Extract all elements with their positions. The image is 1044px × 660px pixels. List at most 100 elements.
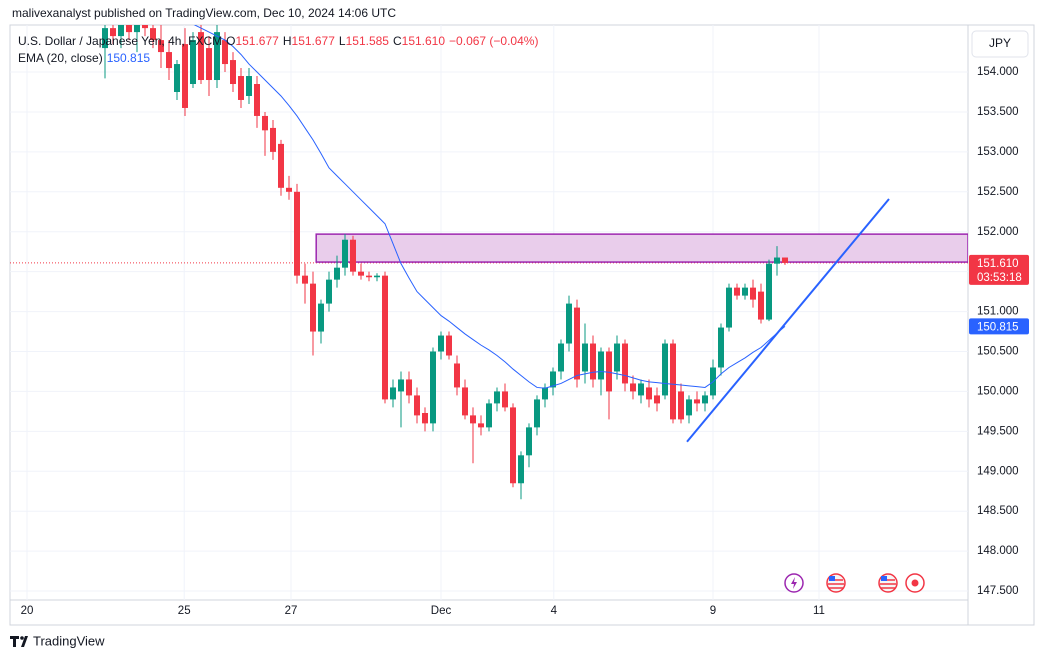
candle-body <box>182 44 188 108</box>
candle-body <box>478 423 484 428</box>
candle-body <box>222 40 228 65</box>
candle-body <box>782 257 788 263</box>
trendline <box>686 198 890 443</box>
candle-body <box>206 48 212 81</box>
candle-body <box>494 391 500 404</box>
candle-body <box>294 191 300 276</box>
candle-body <box>606 351 612 392</box>
currency: JPY <box>989 36 1011 50</box>
candle-body <box>526 427 532 456</box>
candle-body <box>406 379 412 396</box>
currency-button[interactable] <box>971 30 1029 58</box>
ohlc-key: C <box>393 34 402 48</box>
candle-body <box>662 343 668 396</box>
candle-body <box>254 84 260 116</box>
candle-body <box>230 60 236 85</box>
candle-body <box>702 395 708 404</box>
candle-body <box>246 76 252 96</box>
candle-body <box>558 343 564 372</box>
candle-body <box>214 32 220 81</box>
legend-line: EMA (20, close) 150.815 <box>18 51 150 65</box>
candle-body <box>750 287 756 300</box>
candle-body <box>718 327 724 368</box>
candle-body <box>134 25 140 33</box>
candle-body <box>638 383 644 396</box>
candle-body <box>278 143 284 188</box>
candle-body <box>774 257 780 264</box>
ohlc-value: 151.677 <box>292 34 336 48</box>
candle-body <box>102 28 108 49</box>
candle-body <box>510 407 516 484</box>
candle-body <box>534 399 540 428</box>
change: −0.067 (−0.04%) <box>449 34 538 48</box>
price-tag <box>969 254 1029 285</box>
ohlc-key: O <box>226 34 235 48</box>
candle-body <box>542 387 548 400</box>
candle-body <box>598 351 604 380</box>
y-tick-label: 148.000 <box>977 545 1019 557</box>
candle-body <box>118 25 124 37</box>
y-tick-label: 153.000 <box>977 146 1019 158</box>
event-icons <box>784 573 925 593</box>
candle-body <box>654 395 660 404</box>
candle-body <box>694 399 700 404</box>
candle-body <box>350 239 356 272</box>
candle-body <box>374 275 380 278</box>
candle-body <box>270 127 276 152</box>
candle-body <box>262 115 268 131</box>
logo <box>10 636 28 647</box>
grid <box>10 25 968 600</box>
frame <box>9 24 1035 626</box>
candle-body <box>390 387 396 400</box>
candle-body <box>614 343 620 372</box>
candle-body <box>686 399 692 416</box>
header: malivexanalyst published on TradingView.… <box>12 6 396 20</box>
ema-name: EMA (20, close) <box>18 51 103 65</box>
y-tick-label: 148.500 <box>977 505 1019 517</box>
ohlc-value: 151.677 <box>235 34 279 48</box>
candle-body <box>126 25 132 33</box>
ohlc-key: H <box>283 34 292 48</box>
ema-value: 150.815 <box>107 51 151 65</box>
candle-body <box>158 40 164 53</box>
candle-body <box>518 455 524 484</box>
candle-body <box>142 25 148 29</box>
price-tag-label: 151.610 <box>977 258 1019 270</box>
ema-tag <box>969 318 1029 335</box>
resistance-zone <box>315 233 968 263</box>
y-tick-label: 150.500 <box>977 346 1019 358</box>
candle-body <box>670 343 676 420</box>
footer: TradingView <box>33 633 105 648</box>
candle-body <box>438 335 444 352</box>
candle-body <box>502 391 508 408</box>
legend-line: U.S. Dollar / Japanese Yen, 4h, FXCM O151… <box>18 34 538 48</box>
candle-body <box>726 287 732 328</box>
candle-body <box>622 343 628 384</box>
candle-body <box>446 335 452 356</box>
ema-tag-label: 150.815 <box>977 321 1019 333</box>
y-tick-label: 151.000 <box>977 306 1019 318</box>
candle-body <box>326 279 332 304</box>
candle-body <box>486 403 492 428</box>
y-tick-label: 154.000 <box>977 66 1019 78</box>
y-tick-label: 149.000 <box>977 465 1019 477</box>
candle-body <box>470 415 476 424</box>
x-tick-label: 11 <box>813 605 825 617</box>
candle-body <box>422 412 428 424</box>
candle-body <box>302 275 308 284</box>
candle-body <box>566 303 572 344</box>
candle-body <box>766 263 772 320</box>
x-tick-label: 9 <box>710 605 716 617</box>
candle-body <box>166 52 172 69</box>
candle-body <box>758 291 764 320</box>
x-tick-label: Dec <box>431 605 452 617</box>
candle-body <box>630 383 636 392</box>
countdown: 03:53:18 <box>977 272 1022 284</box>
candle-body <box>318 303 324 332</box>
ohlc-key: L <box>339 34 346 48</box>
candle-body <box>742 287 748 296</box>
candle-body <box>110 28 116 37</box>
candle-body <box>678 391 684 420</box>
